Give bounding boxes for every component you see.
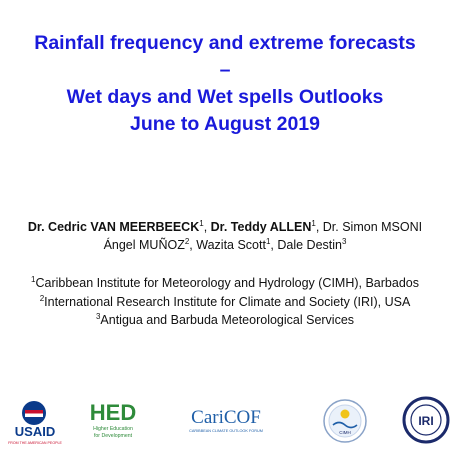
author-3-name: Dr. Simon MSONI — [322, 220, 423, 234]
affiliation-1-text: Caribbean Institute for Meteorology and … — [35, 276, 419, 290]
affiliation-3: 3Antigua and Barbuda Meteorological Serv… — [0, 311, 450, 330]
hed-logo: HED Higher Education for Development — [90, 400, 136, 439]
hed-tagline-1: Higher Education — [93, 426, 133, 432]
affiliation-2-text: International Research Institute for Cli… — [44, 294, 411, 309]
hed-tagline-2: for Development — [94, 433, 133, 439]
author-5-sup: 1 — [265, 236, 271, 246]
author-2-sup: 1 — [311, 218, 316, 228]
authors-line-2: Ángel MUÑOZ2, Wazita Scott1, Dale Destin… — [103, 236, 347, 252]
sun-icon — [340, 409, 350, 419]
affiliation-2-sup: 2 — [39, 293, 45, 303]
usaid-tagline: FROM THE AMERICAN PEOPLE — [8, 441, 62, 445]
author-2-name: Dr. Teddy ALLEN — [210, 220, 312, 234]
iri-wordmark: IRI — [418, 414, 433, 428]
affiliation-2: 2International Research Institute for Cl… — [0, 293, 450, 312]
author-1-name: Dr. Cedric VAN MEERBEECK — [27, 220, 200, 234]
author-6-sup: 3 — [341, 236, 347, 246]
caricof-logo: CariCOF CARIBBEAN CLIMATE OUTLOOK FORUM — [189, 407, 263, 433]
logo-strip: USAID FROM THE AMERICAN PEOPLE HED Highe… — [0, 390, 450, 450]
title-line-1: Rainfall frequency and extreme forecasts — [34, 32, 416, 54]
hed-wordmark: HED — [90, 400, 136, 425]
author-1-sup: 1 — [199, 218, 204, 228]
authors-line-1: Dr. Cedric VAN MEERBEECK1, Dr. Teddy ALL… — [27, 218, 423, 234]
title-line-2: – — [219, 59, 231, 81]
author-4-name: Ángel MUÑOZ — [103, 238, 185, 252]
usaid-logo: USAID FROM THE AMERICAN PEOPLE — [8, 401, 63, 445]
affiliation-1-sup: 1 — [31, 274, 36, 284]
author-6-name: Dale Destin — [277, 238, 342, 252]
cimh-logo: CIMH — [323, 399, 367, 443]
affiliations-block: 1Caribbean Institute for Meteorology and… — [0, 274, 450, 330]
usaid-wordmark: USAID — [15, 424, 55, 439]
title-line-4: June to August 2019 — [130, 113, 320, 135]
title-line-3: Wet days and Wet spells Outlooks — [66, 86, 384, 108]
caricof-tagline: CARIBBEAN CLIMATE OUTLOOK FORUM — [189, 429, 263, 433]
affiliation-1: 1Caribbean Institute for Meteorology and… — [0, 274, 450, 293]
caricof-wordmark: CariCOF — [191, 407, 261, 428]
affiliation-3-sup: 3 — [95, 311, 101, 321]
wave-icon — [332, 421, 358, 429]
authors-block: Dr. Cedric VAN MEERBEECK1, Dr. Teddy ALL… — [0, 218, 450, 254]
cimh-wordmark: CIMH — [339, 430, 351, 435]
author-5-name: Wazita Scott — [196, 238, 266, 252]
title-block: Rainfall frequency and extreme forecasts… — [0, 30, 450, 138]
affiliation-3-text: Antigua and Barbuda Meteorological Servi… — [100, 313, 355, 327]
author-4-sup: 2 — [184, 236, 190, 246]
iri-logo: IRI — [402, 396, 450, 444]
